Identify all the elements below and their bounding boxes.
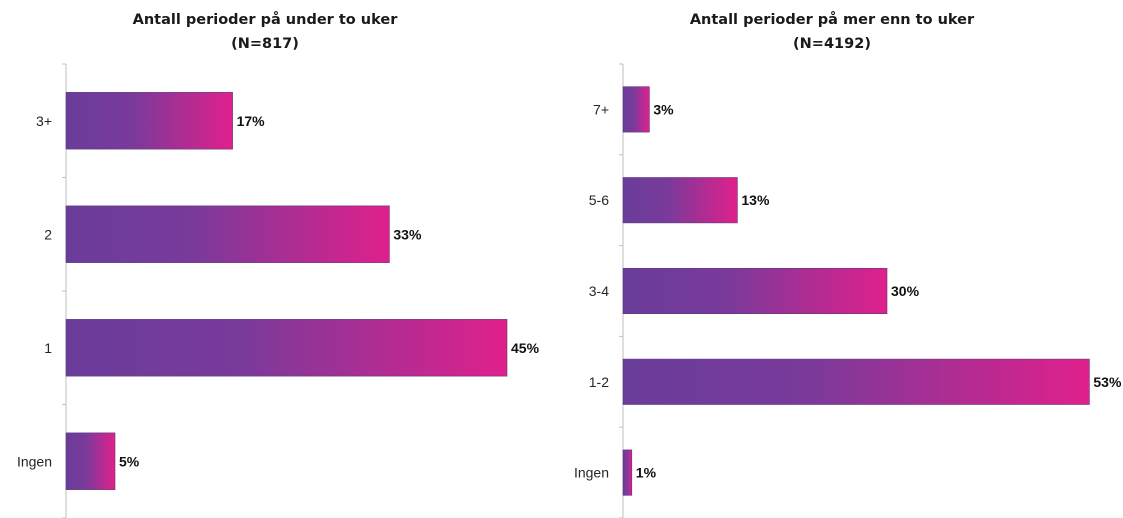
chart-left: Antall perioder på under to uker (N=817)… — [17, 11, 540, 518]
data-label: 30% — [891, 283, 920, 299]
bars — [65, 92, 508, 490]
category-tick-label: 3-4 — [589, 283, 609, 299]
bar — [65, 432, 116, 490]
chart-title: Antall perioder på under to uker — [133, 11, 399, 28]
category-tick-label: 3+ — [36, 113, 52, 129]
tick-labels: Ingen 1 2 3+ — [17, 63, 67, 518]
category-tick-label: Ingen — [574, 465, 609, 481]
category-tick-label: 2 — [44, 226, 52, 242]
data-labels: 1% 53% 30% 13% 3% — [636, 101, 1122, 480]
bar — [622, 267, 888, 314]
bar — [622, 86, 650, 133]
data-labels: 5% 45% 33% 17% — [119, 113, 540, 470]
bar — [65, 205, 390, 263]
data-label: 5% — [119, 453, 140, 469]
category-tick-label: 1-2 — [589, 374, 609, 390]
category-tick-label: Ingen — [17, 453, 52, 469]
bar — [65, 319, 508, 377]
data-label: 13% — [741, 192, 770, 208]
data-label: 53% — [1093, 374, 1122, 390]
bar — [622, 449, 633, 496]
chart-right: Antall perioder på mer enn to uker (N=41… — [574, 11, 1122, 518]
bar — [622, 177, 738, 224]
chart-subtitle: (N=817) — [231, 36, 299, 52]
data-label: 17% — [237, 113, 266, 129]
data-label: 3% — [653, 101, 674, 117]
category-tick-label: 1 — [44, 340, 52, 356]
bar — [622, 358, 1090, 405]
bars — [622, 86, 1090, 496]
tick-labels: Ingen 1-2 3-4 5-6 7+ — [574, 63, 624, 518]
data-label: 33% — [393, 226, 422, 242]
chart-title: Antall perioder på mer enn to uker — [690, 11, 975, 28]
category-tick-label: 7+ — [593, 101, 609, 117]
data-label: 1% — [636, 465, 657, 481]
category-tick-label: 5-6 — [589, 192, 609, 208]
chart-subtitle: (N=4192) — [793, 36, 871, 52]
bar — [65, 92, 233, 150]
data-label: 45% — [511, 340, 540, 356]
